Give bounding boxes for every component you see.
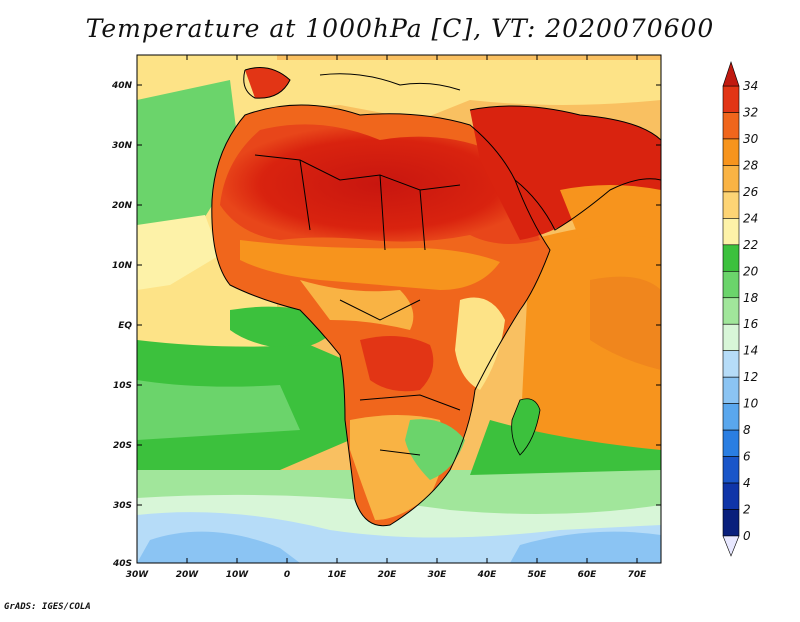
colorbar-label: 34 — [743, 79, 758, 93]
temperature-field — [137, 55, 661, 563]
lat-label: 30N — [112, 141, 133, 151]
map-frame — [136, 54, 662, 564]
lon-label: 50E — [528, 570, 548, 580]
lat-label: 20N — [112, 201, 133, 211]
lon-label: 70E — [628, 570, 648, 580]
congo-hot — [360, 336, 434, 392]
colorbar-label: 16 — [743, 317, 759, 331]
colorbar-label: 8 — [743, 423, 751, 437]
lon-label: 20W — [176, 570, 200, 580]
colorbar-label: 4 — [743, 476, 751, 490]
colorbar-label: 0 — [743, 529, 751, 543]
colorbar-box — [722, 270, 740, 299]
lat-label: 40N — [111, 81, 133, 91]
coastlines — [211, 67, 661, 527]
colorbar-box — [722, 482, 740, 510]
colorbar-box — [722, 85, 740, 113]
colorbar-box — [722, 138, 740, 166]
colorbar-label: 14 — [743, 344, 758, 358]
colorbar-box — [722, 112, 740, 140]
colorbar-box — [722, 165, 740, 193]
iberia-hot — [245, 67, 290, 99]
arabian-sea-warm — [560, 185, 661, 240]
colorbar-box — [722, 376, 740, 404]
colorbar-label: 20 — [743, 264, 759, 278]
south-blue-patch-east — [510, 531, 661, 563]
colorbar-label: 24 — [743, 211, 758, 225]
indian-ocean-warmer — [590, 276, 661, 370]
colorbar-label: 28 — [743, 158, 759, 172]
colorbar-label: 22 — [743, 238, 758, 252]
sahara-hot-core — [220, 124, 540, 244]
colorbar-box — [722, 509, 740, 537]
colorbar-box — [722, 191, 740, 219]
colorbar-label: 12 — [743, 370, 758, 384]
lon-label: 20E — [378, 570, 398, 580]
colorbar-box — [722, 403, 740, 431]
colorbar-label: 26 — [743, 185, 759, 199]
lon-label: 40E — [477, 570, 498, 580]
south-atlantic-light-green — [137, 380, 300, 440]
lat-label: 10N — [112, 261, 133, 271]
south-blue-patch-west — [137, 531, 300, 563]
map-title: Temperature at 1000hPa [C], VT: 20200706… — [85, 14, 715, 43]
colorbar-label: 10 — [743, 397, 759, 411]
lon-label: 60E — [578, 570, 598, 580]
colorbar-label: 2 — [743, 503, 751, 517]
colorbar-label: 32 — [743, 105, 758, 119]
lon-label: 10E — [328, 570, 348, 580]
colorbar-label: 18 — [743, 291, 759, 305]
colorbar-box — [722, 297, 740, 325]
lon-label: 30E — [428, 570, 448, 580]
lon-label: 0 — [284, 570, 290, 580]
lat-label: 10S — [113, 381, 132, 391]
east-highlands — [455, 297, 505, 390]
lat-axis: 40N 30N 20N 10N EQ 10S 20S 30S 40S — [111, 81, 661, 569]
colorbar-box — [722, 218, 740, 246]
colorbar-box — [722, 429, 740, 457]
europe-mild — [230, 60, 661, 120]
colorbar-under-triangle — [722, 535, 740, 557]
madagascar — [511, 398, 541, 456]
lat-label: EQ — [118, 321, 132, 331]
atlantic-pale-band — [137, 215, 220, 290]
sahel-warm — [240, 240, 500, 290]
colorbar-box — [722, 323, 740, 352]
colorbar-box — [722, 350, 740, 378]
lat-label: 30S — [113, 501, 132, 511]
lat-label: 20S — [113, 441, 132, 451]
colorbar-over-triangle — [722, 61, 740, 87]
lat-label: 40S — [112, 559, 132, 569]
colorbar-box — [722, 456, 740, 484]
lon-axis: 30W 20W 10W 0 10E 20E 30E 40E 50E 60E 70… — [126, 55, 647, 580]
mozambique-green — [405, 419, 465, 480]
arabia-hot — [470, 106, 661, 240]
credit-text: GrADS: IGES/COLA — [4, 602, 91, 612]
colorbar-box — [722, 244, 740, 272]
colorbar-label: 30 — [743, 132, 759, 146]
colorbar-label: 6 — [743, 450, 751, 464]
lon-label: 10W — [226, 570, 250, 580]
lon-label: 30W — [126, 570, 150, 580]
